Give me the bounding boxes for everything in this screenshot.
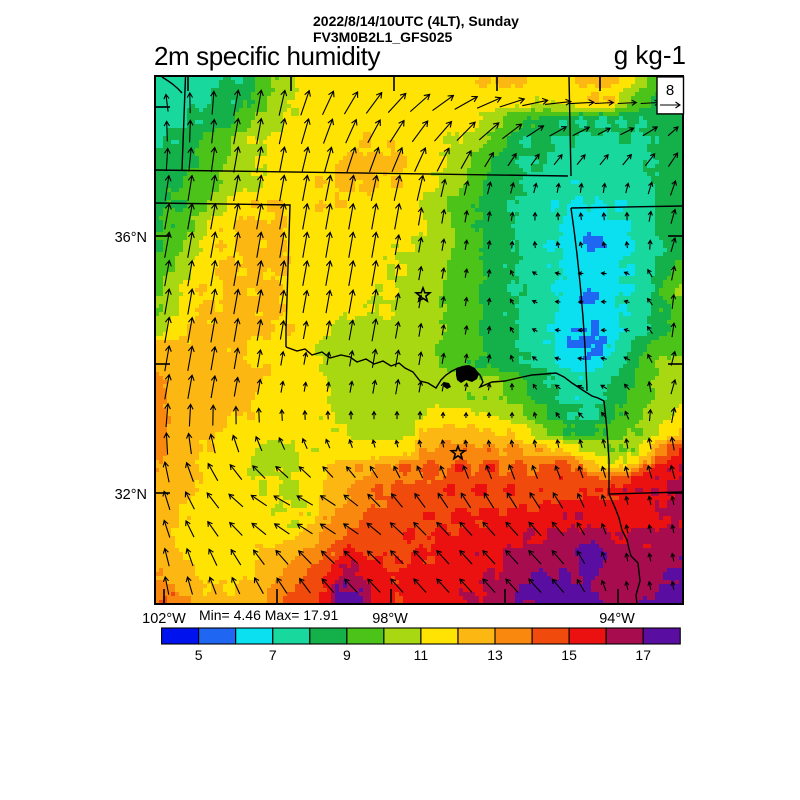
svg-text:7: 7 [269, 647, 277, 663]
svg-text:15: 15 [561, 647, 577, 663]
svg-text:2m specific humidity: 2m specific humidity [154, 41, 380, 71]
svg-text:g kg-1: g kg-1 [614, 40, 686, 70]
svg-text:94°W: 94°W [599, 611, 635, 627]
svg-text:36°N: 36°N [115, 230, 147, 246]
svg-text:2022/8/14/10UTC (4LT), Sunday: 2022/8/14/10UTC (4LT), Sunday [313, 13, 519, 29]
svg-text:11: 11 [414, 647, 429, 663]
svg-text:32°N: 32°N [115, 487, 147, 503]
svg-text:13: 13 [487, 647, 503, 663]
svg-text:Min= 4.46 Max= 17.91: Min= 4.46 Max= 17.91 [199, 607, 339, 623]
svg-text:102°W: 102°W [142, 611, 186, 627]
svg-text:FV3M0B2L1_GFS025: FV3M0B2L1_GFS025 [313, 29, 452, 45]
svg-text:17: 17 [635, 647, 651, 663]
svg-text:5: 5 [195, 647, 203, 663]
svg-text:8: 8 [666, 82, 674, 99]
svg-text:9: 9 [343, 647, 351, 663]
svg-text:98°W: 98°W [372, 611, 408, 627]
